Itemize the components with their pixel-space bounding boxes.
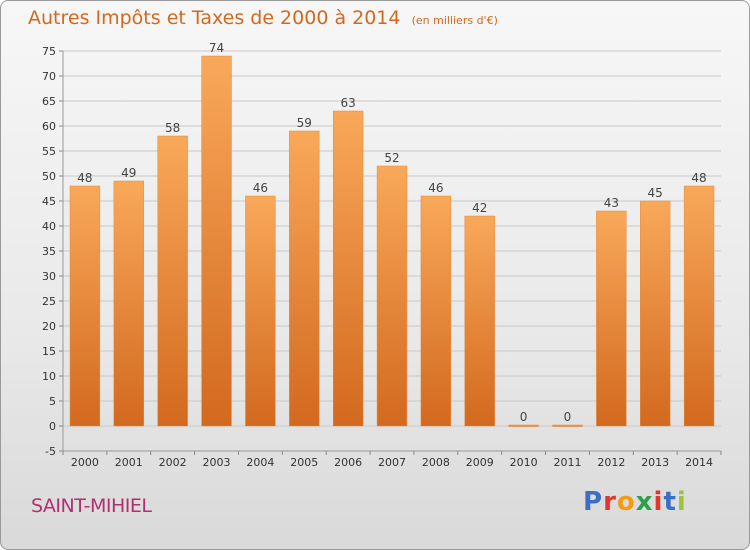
y-tick-label: 0 [49,420,56,433]
value-label: 63 [340,96,355,110]
bar [464,215,495,427]
x-tick-label: 2014 [685,456,713,469]
chart-subtitle: (en milliers d'€) [411,14,498,27]
value-labels: 48 49 58 74 46 59 63 52 46 42 0 0 43 45 48 [77,41,706,424]
chart-title: Autres Impôts et Taxes de 2000 à 2014 [28,7,401,29]
x-tick-label: 2009 [466,456,494,469]
y-tick-labels: -5 0 5 10 15 20 25 30 35 40 45 50 55 60 65 70 75 [42,45,56,458]
brand-letter: i [676,487,687,517]
value-label: 0 [520,410,528,424]
y-tick-label: -5 [45,445,56,458]
bar [508,424,539,427]
y-tick-label: 60 [42,120,56,133]
x-tick-label: 2011 [553,456,581,469]
value-label: 0 [564,410,572,424]
x-tick-label: 2004 [246,456,274,469]
y-tick-label: 75 [42,45,56,58]
brand-letter: r [603,487,617,517]
bar [420,195,452,427]
y-tick-label: 40 [42,220,56,233]
x-tick-label: 2001 [115,456,143,469]
y-tick-label: 20 [42,320,56,333]
y-tick-label: 15 [42,345,56,358]
bar [69,185,101,427]
y-tick-label: 5 [49,395,56,408]
x-tick-label: 2003 [203,456,231,469]
x-tick-label: 2002 [159,456,187,469]
x-tick-label: 2000 [71,456,99,469]
chart-title-block: Autres Impôts et Taxes de 2000 à 2014 (e… [28,7,498,29]
x-tick-label: 2007 [378,456,406,469]
y-tick-label: 65 [42,95,56,108]
value-label: 48 [77,171,92,185]
bar [376,165,408,427]
x-tick-label: 2008 [422,456,450,469]
brand-letter: i [653,487,664,517]
location-name: SAINT-MIHIEL [31,495,152,517]
y-tick-label: 50 [42,170,56,183]
value-label: 46 [428,181,443,195]
value-label: 43 [604,196,619,210]
value-label: 48 [691,171,706,185]
value-label: 46 [253,181,268,195]
brand-letter: o [616,487,636,517]
y-tick-label: 45 [42,195,56,208]
brand-letter: t [663,487,677,517]
x-tick-label: 2006 [334,456,362,469]
bar [289,130,320,427]
y-tick-label: 35 [42,245,56,258]
bar [683,185,715,427]
bar [201,55,232,427]
axes [59,50,722,455]
value-label: 42 [472,201,487,215]
brand-logo: Proxiti [583,487,687,517]
x-tick-label: 2005 [290,456,318,469]
y-tick-label: 30 [42,270,56,283]
value-label: 59 [297,116,312,130]
value-label: 45 [648,186,663,200]
bar [157,135,188,427]
value-label: 49 [121,166,136,180]
brand-letter: P [583,487,604,517]
value-label: 58 [165,121,180,135]
y-tick-label: 70 [42,70,56,83]
bar [640,200,671,427]
x-tick-label: 2012 [597,456,625,469]
value-label: 52 [384,151,399,165]
bar [552,424,583,427]
bar [113,180,144,427]
brand-letter: x [635,487,654,517]
y-tick-label: 10 [42,370,56,383]
bar [332,110,364,427]
bar [596,210,627,427]
y-tick-label: 25 [42,295,56,308]
x-tick-label: 2013 [641,456,669,469]
x-tick-labels: 2000 2001 2002 2003 2004 2005 2006 2007 2008 2009… [71,456,713,469]
y-tick-label: 55 [42,145,56,158]
bars [69,55,715,427]
bar [245,195,276,427]
x-tick-label: 2010 [510,456,538,469]
value-label: 74 [209,41,224,55]
